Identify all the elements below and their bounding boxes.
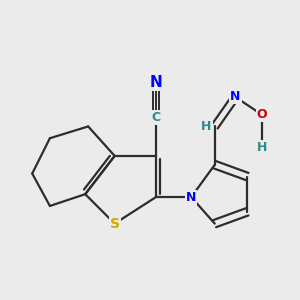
Text: C: C [151,111,160,124]
Text: H: H [201,120,212,133]
Text: S: S [110,217,120,231]
Text: N: N [149,75,162,90]
Text: N: N [186,190,196,204]
Text: O: O [256,108,267,121]
Text: H: H [257,141,267,154]
Text: N: N [230,91,241,103]
